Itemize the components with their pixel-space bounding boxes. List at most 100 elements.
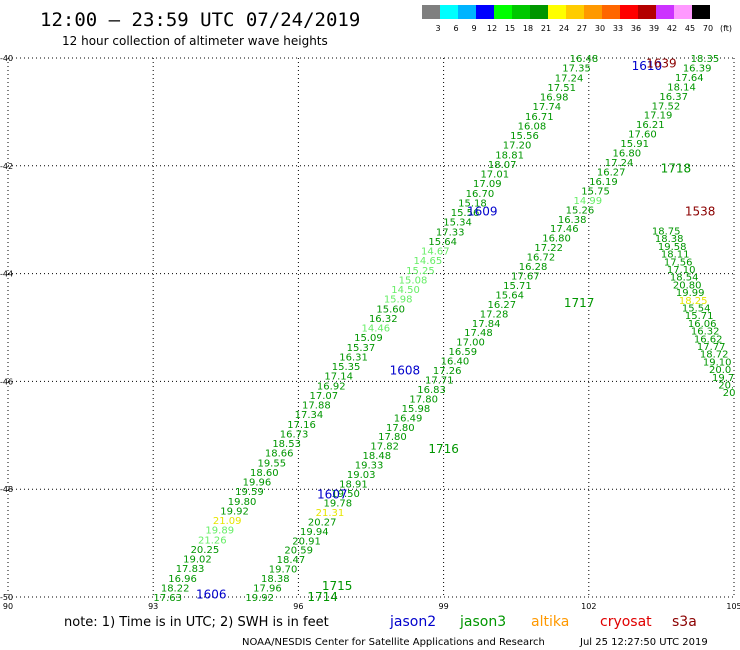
lat-lon-grid: 90 93 96 99 102 105 -40 -42 -44 -46 -48 -50 <box>0 54 740 611</box>
swh-value: 17.28 <box>480 309 509 320</box>
swh-value: 17.82 <box>370 442 399 453</box>
lon-tick-label: 93 <box>148 602 158 611</box>
colorbar-swatch <box>494 5 512 19</box>
swh-value: 17.33 <box>436 227 465 238</box>
swh-value: 18.66 <box>265 449 294 460</box>
swh-value: 19.02 <box>183 555 212 566</box>
swh-value: 17.84 <box>472 319 501 330</box>
swh-value: 18.72 <box>700 350 729 361</box>
swh-value: 17.56 <box>664 257 693 268</box>
swh-value: 16.21 <box>636 120 665 131</box>
pass-number-label: 1610 <box>632 59 663 73</box>
swh-value: 17.24 <box>555 73 584 84</box>
swh-value: 18.48 <box>363 451 392 462</box>
lon-tick-label: 96 <box>293 602 303 611</box>
colorbar-swatch <box>476 5 494 19</box>
swh-value: 18.22 <box>161 583 190 594</box>
lon-tick-label: 105 <box>726 602 740 611</box>
swh-value: 15.98 <box>384 295 413 306</box>
pass-number-label: 1538 <box>685 205 716 219</box>
swh-value: 15.71 <box>503 281 532 292</box>
swh-value: 17.60 <box>628 130 657 141</box>
swh-value: 16.39 <box>683 63 712 74</box>
swh-value: 15.60 <box>376 304 405 315</box>
swh-value: 19.7 <box>712 373 734 384</box>
swh-value: 16.37 <box>659 92 688 103</box>
swh-value: 15.64 <box>428 237 457 248</box>
colorbar-label: 39 <box>649 24 659 33</box>
colorbar-label: 36 <box>631 24 641 33</box>
swh-value: 17.24 <box>605 158 634 169</box>
swh-value: 16.06 <box>688 319 717 330</box>
swh-value: 15.75 <box>581 186 610 197</box>
swh-value: 16.08 <box>518 121 547 132</box>
lon-tick-label: 102 <box>581 602 596 611</box>
swh-value: 16.28 <box>519 262 548 273</box>
swh-value: 17.80 <box>378 432 407 443</box>
swh-value: 14.99 <box>573 196 602 207</box>
swh-value: 16.71 <box>525 112 554 123</box>
colorbar-swatch <box>620 5 638 19</box>
swh-value: 19.80 <box>228 497 257 508</box>
lon-tick-label: 99 <box>439 602 449 611</box>
legend-jason2: jason2 <box>389 614 436 630</box>
swh-value: 17.35 <box>562 64 591 75</box>
swh-value: 16.49 <box>394 413 423 424</box>
swh-value: 15.26 <box>566 205 595 216</box>
colorbar-swatch <box>512 5 530 19</box>
pass-number-label: 1607 <box>317 488 348 502</box>
swh-value: 17.22 <box>534 243 563 254</box>
swh-value: 20. <box>718 380 734 391</box>
swh-value: 17.52 <box>652 101 681 112</box>
swh-value: 19.78 <box>323 498 352 509</box>
swh-value: 16.38 <box>558 215 587 226</box>
swh-value: 15.18 <box>458 198 487 209</box>
swh-value: 17.46 <box>550 224 579 235</box>
colorbar-label: 45 <box>685 24 695 33</box>
swh-value: 20.80 <box>673 280 702 291</box>
colorbar-swatch <box>458 5 476 19</box>
swh-value: 17.63 <box>153 593 182 604</box>
legend-jason3: jason3 <box>459 614 506 630</box>
swh-value: 15.35 <box>332 362 361 373</box>
swh-value: 17.96 <box>253 584 282 595</box>
swh-value: 17.64 <box>675 73 704 84</box>
colorbar-swatch <box>602 5 620 19</box>
swh-value: 19.89 <box>205 526 234 537</box>
swh-value: 17.51 <box>547 83 576 94</box>
swh-value: 16.32 <box>691 327 720 338</box>
page-subtitle: 12 hour collection of altimeter wave hei… <box>62 34 328 48</box>
swh-value: 20.59 <box>284 546 313 557</box>
swh-value: 20.27 <box>308 517 337 528</box>
pass-number-label: 1716 <box>428 442 459 456</box>
colorbar-label: 24 <box>559 24 569 33</box>
swh-value: 18.38 <box>261 574 290 585</box>
swh-value: 20 <box>723 388 736 399</box>
colorbar-swatch <box>530 5 548 19</box>
colorbar-swatch <box>638 5 656 19</box>
swh-value: 19.99 <box>676 288 705 299</box>
swh-value: 18.53 <box>272 439 301 450</box>
swh-value: 17.67 <box>511 271 540 282</box>
swh-value: 16.80 <box>542 234 571 245</box>
swh-value: 16.59 <box>448 347 477 358</box>
colorbar-label: 27 <box>577 24 587 33</box>
colorbar-label: 21 <box>541 24 551 33</box>
swh-value: 15.34 <box>443 218 472 229</box>
colorbar-label: 9 <box>471 24 476 33</box>
swh-value: 18.38 <box>655 234 684 245</box>
colorbar-swatch <box>440 5 458 19</box>
swh-value: 15.08 <box>399 275 428 286</box>
swh-value: 16.40 <box>441 357 470 368</box>
swh-value: 18.81 <box>495 150 524 161</box>
swh-value: 20.25 <box>191 545 220 556</box>
swh-value: 17.26 <box>433 366 462 377</box>
lat-tick-label: -44 <box>0 270 13 279</box>
swh-value: 16.73 <box>280 429 309 440</box>
colorbar-label: 33 <box>613 24 623 33</box>
colorbar-label: (ft) <box>720 24 732 33</box>
swh-value: 19.92 <box>220 506 249 517</box>
colorbar-legend: 3 6 9 12 15 18 21 24 27 30 33 36 39 42 45 70 (ft) <box>422 5 732 33</box>
swh-value: 18.25 <box>679 296 708 307</box>
